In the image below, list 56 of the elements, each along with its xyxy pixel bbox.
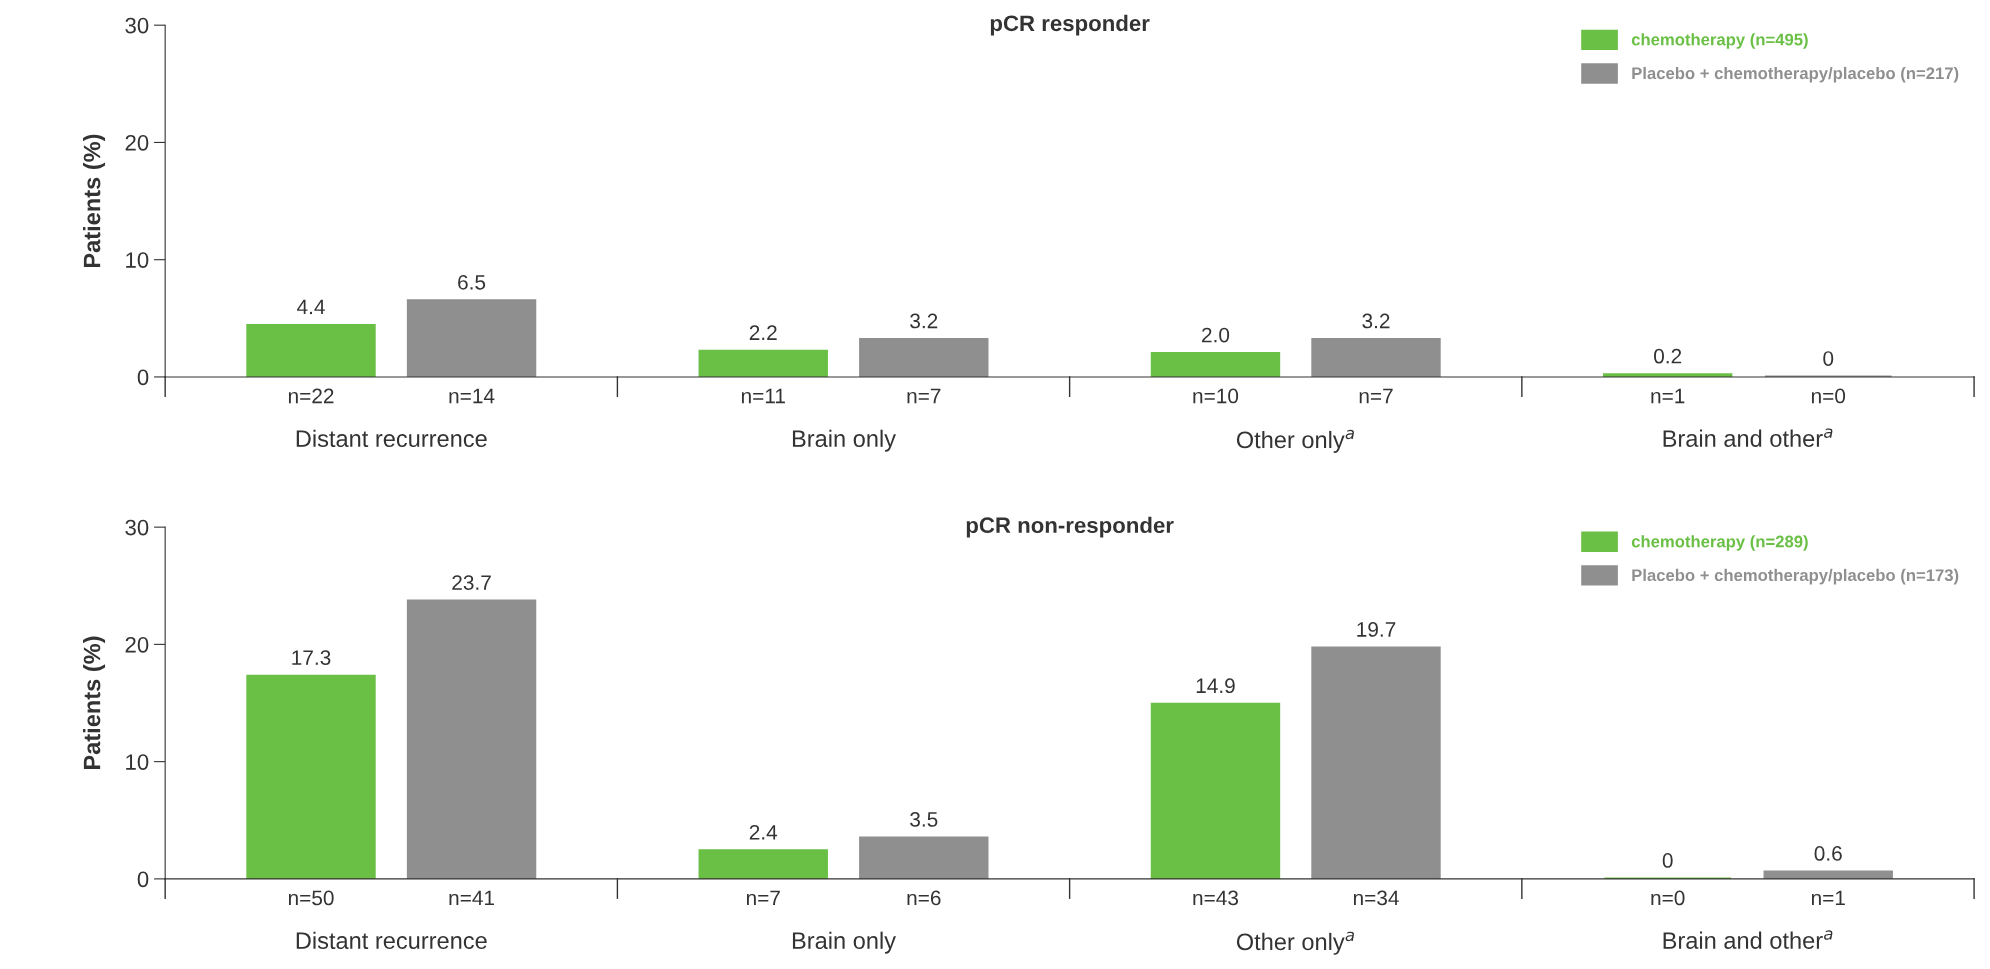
y-tick-label: 30 [125,17,149,34]
text: n=6 [907,890,941,906]
x-tick-label: Distant recurrence [296,429,487,448]
data-label: 23.7 [452,575,491,590]
text: n=0 [1811,388,1846,404]
y-axis-title: Patients (%) [83,134,106,268]
legend-label: Placebo + chemotherapy/placebo (n=173) [1632,568,1959,585]
y-tick-label: 0 [137,369,149,386]
data-label: 17.3 [292,650,331,665]
legend-label: Placebo + chemotherapy/placebo (n=217) [1632,66,1959,83]
y-axis-title: Patients (%) [83,636,106,769]
y-tick-label: 30 [125,519,149,536]
data-label: 6.5 [458,274,486,290]
y-tick-label: 10 [126,252,149,268]
x-tick-label: Brain and other$^{a}$ [1663,428,1833,447]
data-label: 19.7 [1357,622,1396,637]
x-tick-label: Distant recurrence [296,931,487,949]
data-label: 3.2 [1362,313,1390,329]
legend-label: chemotherapy (n=495) [1631,33,1808,49]
data-label: 2.0 [1202,327,1230,343]
chart-title: pCR responder [990,14,1150,36]
y-tick-label: 10 [126,754,149,770]
text: n=1 [1651,388,1685,404]
x-tick-label: Brain only [792,931,896,954]
y-tick-label: 20 [125,134,149,151]
data-label: 0.2 [1654,348,1682,364]
data-label: 3.2 [910,313,938,329]
text: n=1 [1811,890,1845,906]
y-tick-label: 20 [125,636,149,653]
y-tick-label: 0 [137,871,149,888]
data-label: 14.9 [1196,678,1235,694]
text: n=41 [449,890,494,906]
legend-label: chemotherapy (n=289) [1631,535,1808,551]
data-label: 0 [1662,853,1673,868]
data-label: 2.4 [749,824,778,840]
data-label: 0 [1823,351,1834,366]
data-label: 2.2 [749,325,777,340]
text: n=7 [746,890,780,906]
text: n=0 [1651,890,1685,906]
x-tick-label: Other only$^{a}$ [1236,931,1354,955]
data-label: 3.5 [910,812,938,827]
text: n=50 [288,890,334,906]
chart-title: pCR non-responder [966,516,1174,538]
text: n=22 [288,388,334,404]
text: n=7 [907,388,941,404]
x-tick-label: Brain and other$^{a}$ [1663,930,1833,949]
text: n=14 [449,388,495,404]
text: n=43 [1193,890,1239,906]
x-tick-label: Brain only [792,429,896,452]
x-tick-label: Other only$^{a}$ [1236,429,1354,453]
data-label: 0.6 [1814,846,1842,861]
data-label: 4.4 [297,299,325,315]
text: n=7 [1359,388,1393,404]
text: n=11 [741,388,785,404]
text: n=10 [1193,388,1239,404]
text: n=34 [1353,890,1399,906]
